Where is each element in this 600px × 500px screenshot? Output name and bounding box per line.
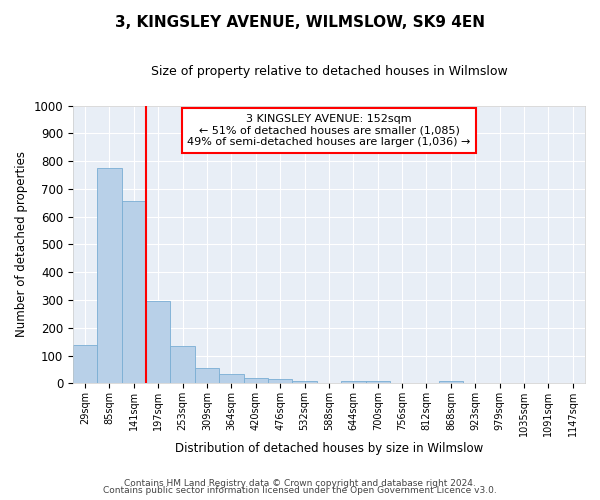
Bar xyxy=(146,302,170,384)
Bar xyxy=(292,381,317,384)
Title: Size of property relative to detached houses in Wilmslow: Size of property relative to detached ho… xyxy=(151,65,508,78)
Bar xyxy=(195,368,219,384)
Text: 3 KINGSLEY AVENUE: 152sqm
← 51% of detached houses are smaller (1,085)
49% of se: 3 KINGSLEY AVENUE: 152sqm ← 51% of detac… xyxy=(187,114,470,147)
Text: 3, KINGSLEY AVENUE, WILMSLOW, SK9 4EN: 3, KINGSLEY AVENUE, WILMSLOW, SK9 4EN xyxy=(115,15,485,30)
X-axis label: Distribution of detached houses by size in Wilmslow: Distribution of detached houses by size … xyxy=(175,442,483,455)
Bar xyxy=(73,344,97,384)
Bar xyxy=(170,346,195,384)
Bar xyxy=(341,381,365,384)
Text: Contains HM Land Registry data © Crown copyright and database right 2024.: Contains HM Land Registry data © Crown c… xyxy=(124,478,476,488)
Bar xyxy=(365,381,390,384)
Bar xyxy=(219,374,244,384)
Bar xyxy=(439,380,463,384)
Bar xyxy=(97,168,122,384)
Bar xyxy=(122,202,146,384)
Y-axis label: Number of detached properties: Number of detached properties xyxy=(15,152,28,338)
Text: Contains public sector information licensed under the Open Government Licence v3: Contains public sector information licen… xyxy=(103,486,497,495)
Bar xyxy=(244,378,268,384)
Bar xyxy=(268,380,292,384)
